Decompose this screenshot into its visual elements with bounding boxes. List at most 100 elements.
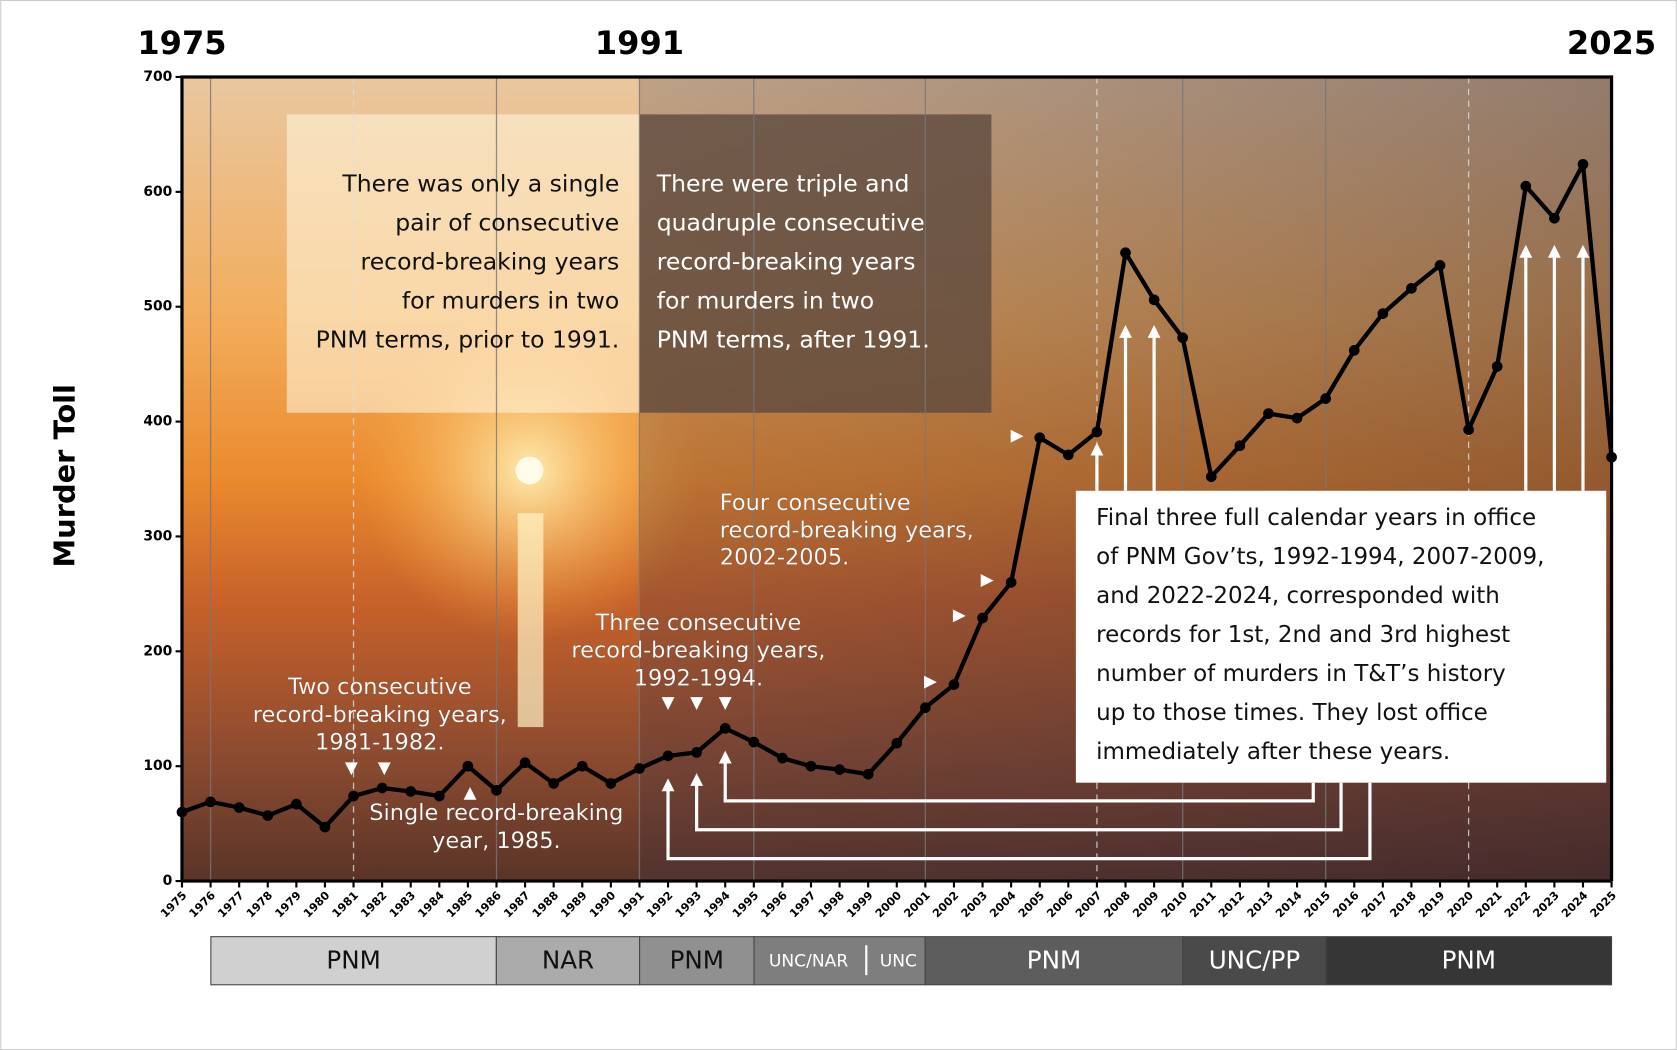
marker-arrow [377,762,391,776]
sun [515,456,544,485]
point [1434,260,1446,271]
point [1577,158,1589,170]
x-tick-label: 1980 [301,889,332,920]
point [319,821,331,833]
point [891,737,903,749]
point [376,782,388,794]
x-tick-label: 2008 [1102,889,1133,920]
x-tick-label: 2025 [1588,889,1619,920]
government-label: PNM [1027,945,1081,974]
x-tick-label: 1989 [558,889,589,920]
top-label: 2025 [1567,24,1656,62]
x-tick-label: 2007 [1073,889,1104,920]
x-tick-label: 2000 [873,889,904,920]
x-tick-label: 2020 [1445,889,1476,920]
left-box-text: pair of consecutive [395,209,619,237]
point [1062,449,1074,461]
point [1263,408,1274,419]
x-tick-label: 2005 [1016,889,1047,920]
x-tick-label: 1976 [187,889,218,920]
point [1320,393,1331,404]
point [748,736,760,748]
y-axis-title: Murder Toll [48,384,82,567]
government-label: NAR [542,945,594,974]
x-tick-label: 1982 [358,889,389,920]
marker-arrow [1519,244,1533,258]
point [462,760,474,772]
x-tick-label: 2015 [1302,889,1333,920]
x-tick-label: 2016 [1330,889,1361,920]
y-tick-label: 400 [143,414,172,430]
government-label: UNC [880,951,917,971]
x-tick-label: 1990 [587,889,618,920]
annotation: Three consecutive [594,610,801,636]
point [634,763,645,774]
x-tick-label: 2022 [1502,889,1533,920]
right-box [639,114,992,413]
final-box-text: immediately after these years. [1096,739,1450,765]
left-box-text: There was only a single [341,169,619,197]
x-tick-label: 2014 [1273,889,1304,920]
point [777,752,788,764]
x-tick-label: 1993 [673,889,704,920]
left-box-text: record-breaking years [361,248,620,276]
point [519,757,531,769]
annotation: record-breaking years, [253,702,507,728]
point [977,612,988,624]
point [1005,577,1017,588]
point [862,768,874,780]
y-tick-label: 700 [143,69,172,85]
point [1348,345,1360,356]
right-box-text: record-breaking years [657,248,916,276]
x-tick-label: 1992 [644,889,675,920]
point [1034,432,1046,444]
government-segment [1325,936,1613,986]
y-tick-label: 200 [143,643,172,659]
point [1091,426,1103,438]
point [491,784,502,796]
point [920,702,931,713]
final-box-text: number of murders in T&T’s history [1096,661,1506,687]
annotation: 2002-2005. [720,545,849,571]
x-tick-label: 2019 [1416,889,1447,920]
connector [723,759,1315,803]
point [348,790,359,802]
marker-arrow [690,697,704,710]
government-label: PNM [670,945,724,974]
point [405,786,417,797]
annotation: 1981-1982. [315,730,444,756]
right-box-text: for murders in two [657,287,874,315]
marker-arrow [1147,325,1161,338]
x-tick-label: 2021 [1473,889,1504,920]
marker-arrow [1547,244,1561,258]
marker-arrow [924,675,937,689]
x-tick-label: 1979 [273,889,304,920]
marker-arrow [1119,325,1132,338]
point [1148,294,1160,306]
top-label: 1975 [137,24,226,62]
connector [666,782,1372,861]
point [176,806,188,818]
point [233,802,245,813]
final-box-text: of PNM Gov’ts, 1992-1994, 2007-2009, [1096,544,1544,570]
x-tick-label: 2013 [1245,889,1276,920]
final-box-text: Final three full calendar years in offic… [1096,505,1536,531]
point [1406,282,1417,294]
point [691,747,702,758]
connector [695,780,1343,832]
x-tick-label: 1994 [701,889,732,920]
point [605,778,617,789]
marker-arrow [661,697,675,710]
x-tick-label: 2002 [930,889,961,920]
marker-arrow [344,762,358,776]
government-segment [495,936,641,986]
left-box-text: for murders in two [402,287,619,315]
x-tick-label: 2011 [1187,889,1218,920]
x-tick-label: 1991 [616,889,647,920]
y-tick-label: 500 [143,299,172,315]
x-tick-label: 1977 [215,889,246,920]
point [1491,361,1503,372]
point [719,722,731,734]
point [834,764,845,775]
